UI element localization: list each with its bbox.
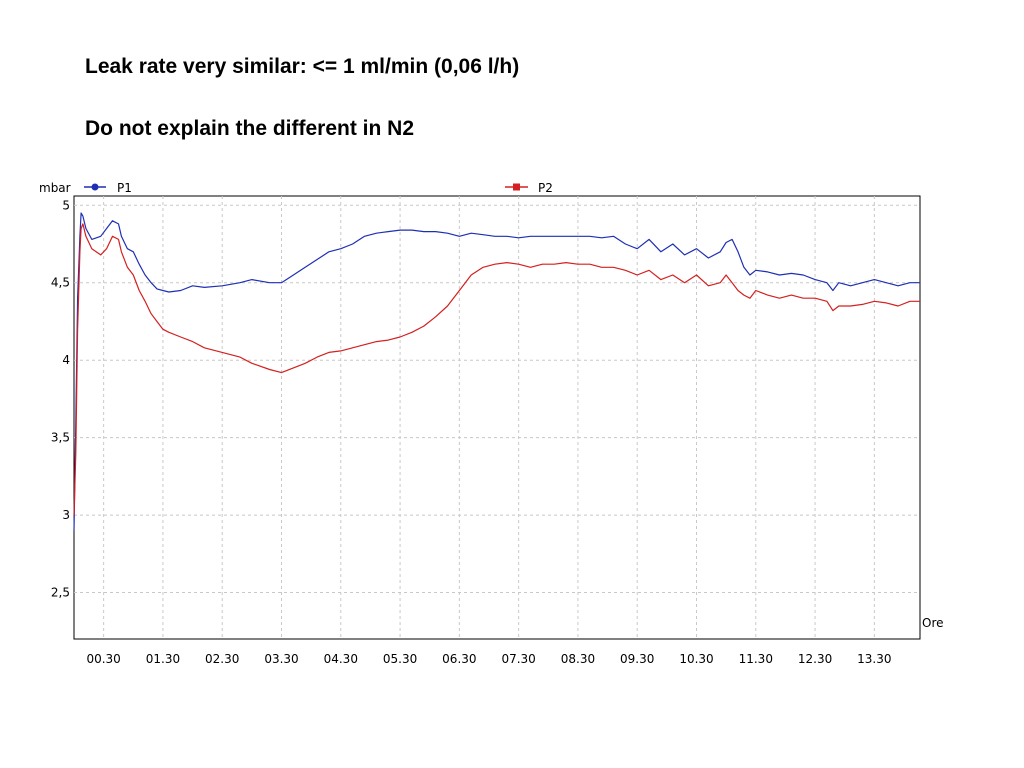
legend-label-p1: P1	[117, 181, 132, 195]
y-tick-label: 3	[62, 508, 70, 522]
plot-area-frame	[73, 195, 921, 640]
x-tick-label: 01.30	[146, 652, 180, 666]
x-tick-label: 08.30	[561, 652, 595, 666]
x-tick-label: 00.30	[86, 652, 120, 666]
grid-layer	[74, 196, 920, 639]
legend-item-p2: P2	[505, 181, 553, 195]
x-tick-label: 04.30	[324, 652, 358, 666]
slide-heading-n2-note: Do not explain the different in N2	[85, 117, 415, 140]
series-layer	[73, 212, 920, 531]
x-tick-label: 07.30	[501, 652, 535, 666]
x-tick-label: 12.30	[798, 652, 832, 666]
tick-label-layer: 5 4,5 4 3,5 3 2,5 00.30 01.30 02.30 03.30 04.30 05.…	[51, 198, 892, 666]
x-tick-label: 02.30	[205, 652, 239, 666]
y-tick-label: 2,5	[51, 586, 70, 600]
series-line-p1	[73, 212, 920, 531]
y-tick-label: 4	[62, 353, 70, 367]
x-tick-label: 09.30	[620, 652, 654, 666]
legend-marker-p1	[91, 183, 99, 191]
x-tick-label: 03.30	[264, 652, 298, 666]
legend-item-p1: P1	[84, 181, 132, 195]
y-tick-label: 4,5	[51, 276, 70, 290]
x-tick-label: 13.30	[857, 652, 891, 666]
legend-marker-p2	[513, 183, 520, 191]
slide-heading-leak-rate: Leak rate very similar: <= 1 ml/min (0,0…	[85, 55, 520, 78]
y-axis-unit-label: mbar	[39, 181, 71, 195]
x-tick-label: 05.30	[383, 652, 417, 666]
y-tick-label: 5	[62, 198, 70, 212]
legend-label-p2: P2	[538, 181, 553, 195]
x-tick-label: 10.30	[679, 652, 713, 666]
y-tick-label: 3,5	[51, 431, 70, 445]
x-axis-unit-label: Ore	[922, 616, 944, 630]
series-line-p2	[73, 223, 920, 516]
x-tick-label: 11.30	[739, 652, 773, 666]
x-tick-label: 06.30	[442, 652, 476, 666]
